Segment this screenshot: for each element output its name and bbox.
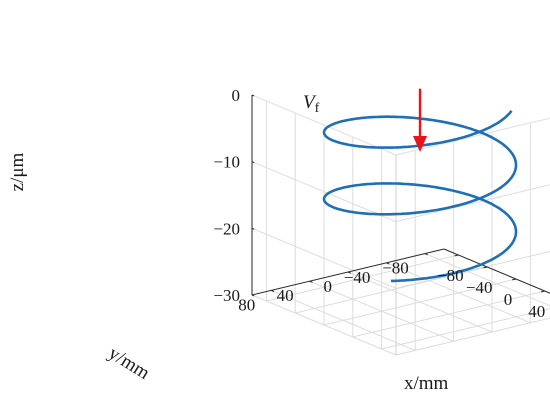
grid-line: [395, 317, 550, 356]
grid-line: [395, 250, 550, 289]
feed-velocity-label: Vf: [303, 92, 320, 116]
arrow-head: [413, 136, 427, 152]
x-tick-label: 40: [528, 302, 545, 321]
grid-line: [251, 294, 397, 356]
z-tick-mark: [251, 294, 255, 297]
z-tick-mark: [251, 161, 255, 164]
z-tick-label: −20: [213, 219, 240, 238]
grid-line: [424, 253, 550, 307]
grid-lines: [251, 94, 550, 356]
z-tick-label: −30: [213, 286, 240, 305]
grid-line: [251, 227, 397, 289]
y-tick-mark: [386, 262, 390, 265]
y-tick-mark: [309, 280, 313, 283]
z-tick-mark: [251, 227, 255, 230]
helix-series: [322, 110, 518, 283]
tick-marks: [251, 94, 545, 297]
grid-line: [395, 184, 550, 223]
y-tick-label: 80: [238, 295, 255, 314]
y-tick-label: −80: [382, 259, 409, 278]
grid-line: [251, 161, 397, 223]
y-tick-mark: [347, 271, 352, 274]
grid-line: [347, 271, 493, 333]
y-tick-label: 0: [324, 277, 333, 296]
x-axis-label: x/mm: [404, 373, 449, 394]
feed-direction-arrow: [413, 88, 427, 152]
x-tick-label: −40: [466, 278, 493, 297]
box-edge: [251, 94, 397, 156]
z-axis-label: z/μm: [7, 152, 28, 191]
axes-frame: [251, 94, 550, 355]
z-tick-label: −10: [213, 153, 240, 172]
z-tick-mark: [251, 94, 255, 97]
x-tick-mark: [512, 278, 517, 281]
x-tick-mark: [540, 290, 545, 293]
x-tick-label: 0: [504, 290, 513, 309]
y-tick-label: −40: [344, 268, 371, 287]
y-tick-mark: [271, 289, 275, 293]
tick-labels: −80−400408080400−40−800−10−20−30: [213, 86, 545, 321]
grid-line: [386, 262, 531, 324]
x-tick-label: −80: [437, 266, 464, 285]
y-tick-mark: [424, 253, 428, 256]
x-tick-mark: [483, 266, 488, 269]
y-axis-label: y/mm: [105, 343, 154, 384]
helix-line: [322, 110, 518, 283]
box-edge: [395, 117, 550, 156]
x-tick-mark: [454, 254, 459, 257]
z-tick-label: 0: [232, 86, 241, 105]
y-tick-label: 40: [277, 286, 294, 305]
